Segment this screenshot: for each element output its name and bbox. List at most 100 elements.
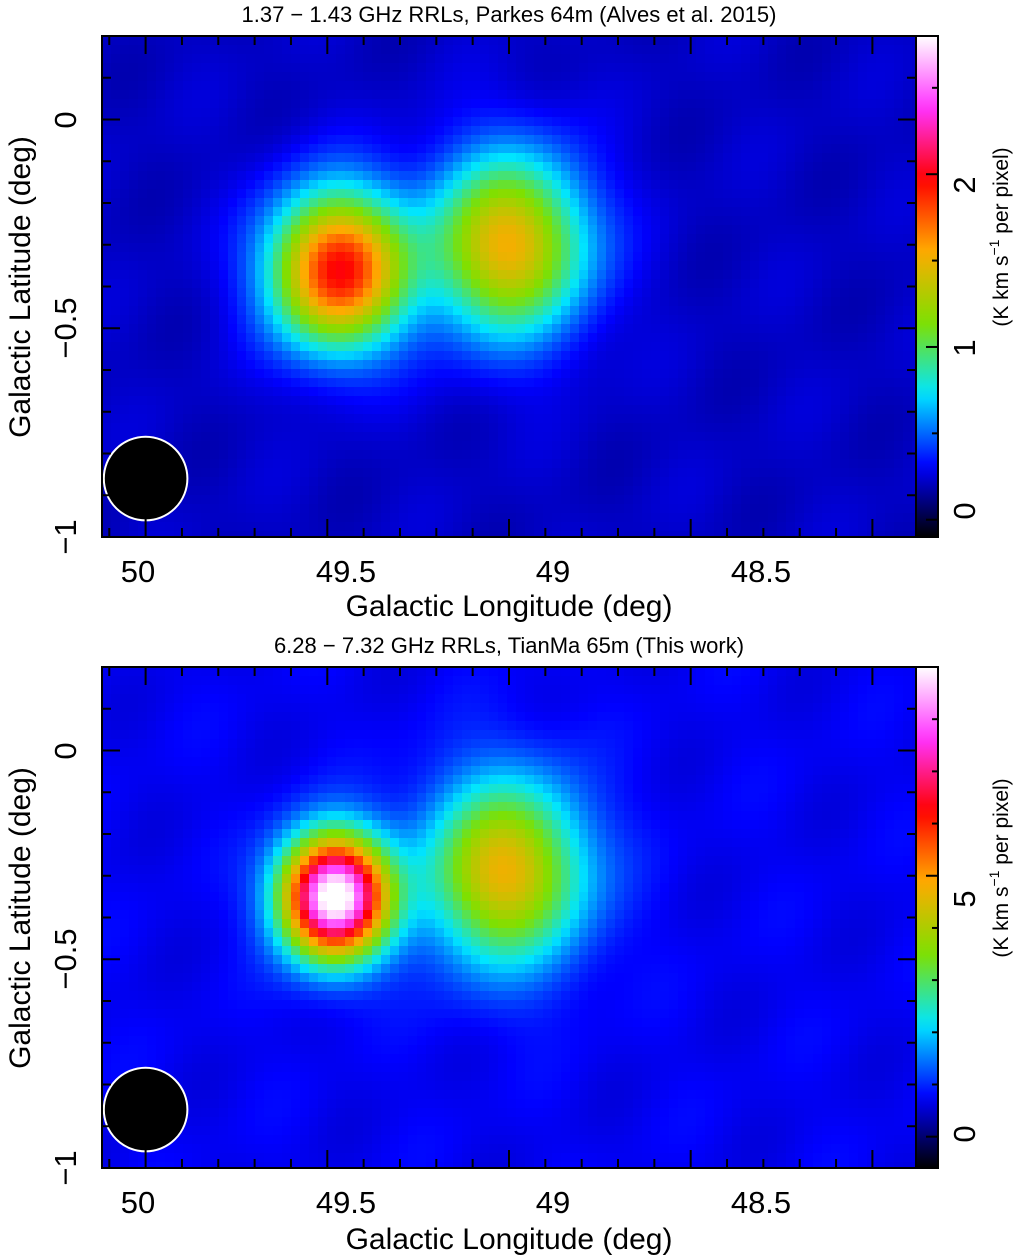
heatmap-cell	[228, 423, 238, 433]
heatmap-cell	[237, 216, 247, 226]
heatmap-cell	[525, 63, 535, 73]
heatmap-cell	[912, 234, 916, 244]
heatmap-cell	[786, 144, 796, 154]
heatmap-cell	[588, 342, 598, 352]
heatmap-cell	[192, 108, 202, 118]
heatmap-cell	[120, 198, 130, 208]
heatmap-cell	[426, 288, 436, 298]
heatmap-cell	[363, 297, 373, 307]
heatmap-cell	[552, 486, 562, 496]
heatmap-cell	[273, 126, 283, 136]
heatmap-cell	[462, 288, 472, 298]
heatmap-cell	[237, 243, 247, 253]
heatmap-cell	[813, 252, 823, 262]
heatmap-cell	[804, 495, 814, 505]
heatmap-cell	[561, 468, 571, 478]
heatmap-cell	[570, 54, 580, 64]
heatmap-cell	[633, 189, 643, 199]
heatmap-cell	[597, 117, 607, 127]
heatmap-cell	[777, 351, 787, 361]
heatmap-cell	[408, 297, 418, 307]
heatmap-cell	[876, 369, 886, 379]
heatmap-cell	[354, 252, 364, 262]
heatmap-cell	[498, 171, 508, 181]
heatmap-cell	[831, 486, 841, 496]
heatmap-cell	[777, 126, 787, 136]
heatmap-cell	[624, 81, 634, 91]
heatmap-cell	[480, 45, 490, 55]
heatmap-cell	[390, 441, 400, 451]
heatmap-cell	[507, 423, 517, 433]
heatmap-cell	[534, 180, 544, 190]
heatmap-cell	[507, 198, 517, 208]
heatmap-cell	[201, 477, 211, 487]
heatmap-cell	[291, 441, 301, 451]
heatmap-cell	[192, 495, 202, 505]
heatmap-cell	[813, 405, 823, 415]
heatmap-cell	[687, 216, 697, 226]
heatmap-cell	[174, 99, 184, 109]
heatmap-cell	[255, 72, 265, 82]
heatmap-cell	[561, 369, 571, 379]
heatmap-cell	[615, 234, 625, 244]
heatmap-cell	[786, 198, 796, 208]
heatmap-cell	[165, 405, 175, 415]
heatmap-cell	[282, 81, 292, 91]
heatmap-cell	[714, 495, 724, 505]
heatmap-cell	[471, 378, 481, 388]
heatmap-cell	[651, 495, 661, 505]
heatmap-cell	[291, 342, 301, 352]
heatmap-cell	[696, 252, 706, 262]
heatmap-cell	[156, 189, 166, 199]
heatmap-cell	[678, 135, 688, 145]
heatmap-cell	[381, 126, 391, 136]
heatmap-cell	[714, 54, 724, 64]
heatmap-cell	[399, 270, 409, 280]
heatmap-cell	[570, 387, 580, 397]
heatmap-cell	[309, 162, 319, 172]
heatmap-cell	[525, 423, 535, 433]
heatmap-cell	[228, 441, 238, 451]
heatmap-cell	[903, 99, 913, 109]
heatmap-cell	[750, 342, 760, 352]
heatmap-cell	[579, 207, 589, 217]
heatmap-cell	[156, 387, 166, 397]
heatmap-cell	[849, 441, 859, 451]
heatmap-cell	[480, 189, 490, 199]
heatmap-cell	[138, 81, 148, 91]
heatmap-cell	[462, 36, 472, 46]
heatmap-cell	[678, 270, 688, 280]
heatmap-cell	[570, 342, 580, 352]
heatmap-cell	[750, 351, 760, 361]
heatmap-cell	[867, 468, 877, 478]
heatmap-cell	[633, 441, 643, 451]
heatmap-cell	[624, 261, 634, 271]
heatmap-cell	[876, 117, 886, 127]
heatmap-cell	[408, 198, 418, 208]
heatmap-cell	[192, 144, 202, 154]
heatmap-cell	[354, 495, 364, 505]
heatmap-cell	[408, 99, 418, 109]
heatmap-cell	[696, 396, 706, 406]
heatmap-cell	[237, 351, 247, 361]
heatmap-cell	[192, 54, 202, 64]
heatmap-cell	[435, 45, 445, 55]
heatmap-cell	[183, 522, 193, 532]
heatmap-cell	[687, 117, 697, 127]
heatmap-cell	[210, 315, 220, 325]
heatmap-cell	[858, 180, 868, 190]
heatmap-cell	[129, 423, 139, 433]
heatmap-cell	[489, 288, 499, 298]
heatmap-cell	[255, 513, 265, 523]
heatmap-cell	[813, 216, 823, 226]
heatmap-cell	[444, 441, 454, 451]
heatmap-cell	[174, 423, 184, 433]
heatmap-cell	[894, 36, 904, 46]
heatmap-cell	[696, 477, 706, 487]
heatmap-cell	[309, 495, 319, 505]
heatmap-cell	[165, 171, 175, 181]
heatmap-cell	[138, 207, 148, 217]
heatmap-cell	[111, 225, 121, 235]
heatmap-cell	[795, 522, 805, 532]
heatmap-cell	[354, 468, 364, 478]
